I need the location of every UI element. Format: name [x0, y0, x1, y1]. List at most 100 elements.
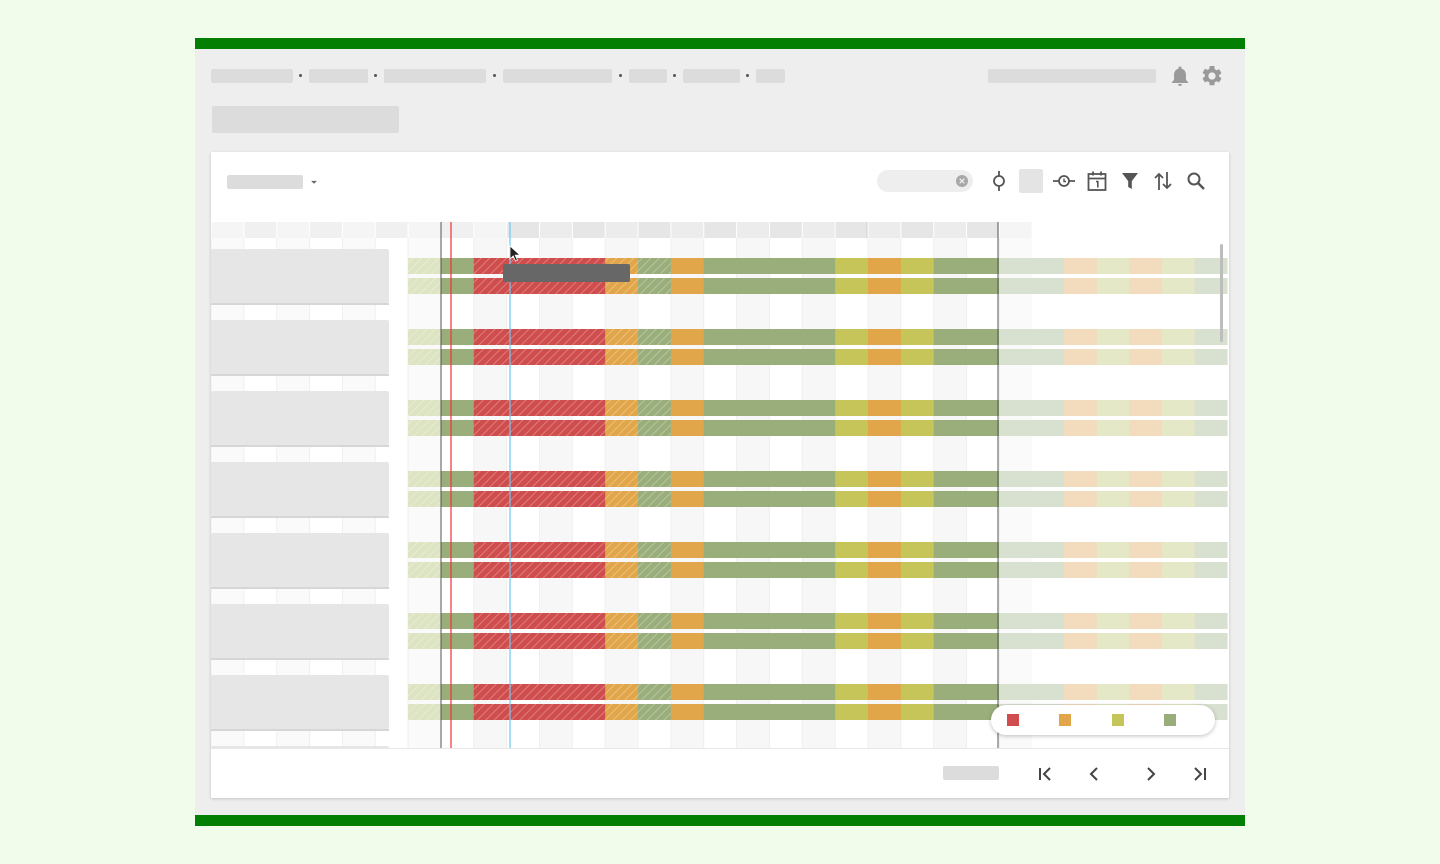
sort-icon[interactable]	[1151, 169, 1175, 193]
gantt-bar-future-segment	[1194, 400, 1228, 416]
gantt-bar-segment	[966, 420, 1000, 436]
timeline-header-cell	[408, 222, 441, 238]
timeline-header-cell	[967, 222, 999, 238]
prev-page-icon[interactable]	[1082, 762, 1106, 786]
gantt-bar-segment	[440, 491, 475, 507]
breadcrumb-separator	[619, 74, 622, 77]
timeline-marker-icon[interactable]	[987, 169, 1011, 193]
gantt-bar-segment	[736, 400, 770, 416]
gantt-bar-hatch	[408, 704, 442, 720]
gantt-bar-future-segment	[1064, 633, 1098, 649]
breadcrumb-item[interactable]	[211, 69, 293, 83]
gantt-bar-segment	[802, 562, 836, 578]
gantt-bar-segment	[670, 704, 705, 720]
gantt-bar-hatch	[605, 349, 639, 365]
gantt-bar-segment	[868, 633, 902, 649]
gantt-bar-segment	[670, 278, 705, 294]
gantt-bar-segment	[900, 329, 935, 345]
gantt-bar-segment	[933, 684, 968, 700]
breadcrumb-separator	[493, 74, 496, 77]
gantt-bar-segment	[769, 491, 803, 507]
page-info-placeholder	[943, 766, 999, 780]
gantt-bar-segment	[703, 684, 738, 700]
gantt-bar-segment	[900, 278, 935, 294]
gantt-bar-hatch	[408, 471, 442, 487]
chevron-down-icon	[311, 180, 317, 184]
breadcrumb-item[interactable]	[384, 69, 486, 83]
filter-icon[interactable]	[1118, 169, 1142, 193]
gantt-bar-segment	[835, 633, 869, 649]
gantt-bar-future-segment	[999, 420, 1032, 436]
gantt-bar-segment	[802, 278, 836, 294]
gantt-bar-future-segment	[1031, 278, 1065, 294]
gantt-bar-future-segment	[1194, 278, 1228, 294]
first-page-icon[interactable]	[1033, 762, 1057, 786]
search-icon[interactable]	[1184, 169, 1208, 193]
gantt-bar-future-segment	[1096, 400, 1130, 416]
gantt-bar-hatch	[506, 349, 540, 365]
gantt-bar-segment	[736, 329, 770, 345]
gantt-bar-segment	[736, 349, 770, 365]
breadcrumb-item[interactable]	[309, 69, 368, 83]
calendar-icon[interactable]	[1085, 169, 1109, 193]
gantt-bar-segment	[933, 704, 968, 720]
breadcrumb-item[interactable]	[629, 69, 667, 83]
gantt-bar-segment	[868, 420, 902, 436]
gantt-bar-hatch	[638, 329, 672, 345]
gantt-bar-future-segment	[999, 542, 1032, 558]
bell-icon[interactable]	[1168, 64, 1192, 88]
gantt-bar-hatch	[605, 684, 639, 700]
toolbar-toggle[interactable]	[1019, 169, 1043, 193]
gantt-bar-segment	[900, 471, 935, 487]
row-label-placeholder	[211, 746, 389, 748]
gantt-bar-segment	[835, 420, 869, 436]
gantt-bar-segment	[933, 420, 968, 436]
gantt-bar-future-segment	[1064, 491, 1098, 507]
gantt-bar-future-segment	[1194, 633, 1228, 649]
milestone-icon[interactable]	[1052, 169, 1076, 193]
row-label-shadow	[211, 445, 389, 447]
search-input[interactable]	[877, 170, 973, 192]
gantt-bar-segment	[966, 258, 1000, 274]
view-select[interactable]	[227, 172, 327, 192]
gantt-bar-segment	[440, 400, 475, 416]
breadcrumb-item[interactable]	[503, 69, 612, 83]
gantt-bar-hatch	[539, 704, 573, 720]
header-search-placeholder[interactable]	[988, 69, 1156, 83]
gantt-bar-future-segment	[999, 491, 1032, 507]
gantt-bar-segment	[736, 562, 770, 578]
gantt-bar-hatch	[605, 471, 639, 487]
gantt-bar-segment	[736, 704, 770, 720]
gantt-bar-segment	[440, 329, 475, 345]
gantt-bar-segment	[868, 562, 902, 578]
gantt-bar-segment	[703, 400, 738, 416]
gantt-bar-hatch	[473, 471, 508, 487]
gantt-bar-segment	[868, 258, 902, 274]
gantt-bar-hatch	[638, 420, 672, 436]
breadcrumb-item[interactable]	[683, 69, 740, 83]
gantt-bar-future-segment	[1031, 633, 1065, 649]
gantt-bar-segment	[703, 491, 738, 507]
next-page-icon[interactable]	[1139, 762, 1163, 786]
gantt-bar-future-segment	[1162, 562, 1195, 578]
gantt-bar-segment	[736, 542, 770, 558]
clear-icon[interactable]	[954, 173, 970, 189]
gantt-bar-segment	[736, 471, 770, 487]
page-title-placeholder	[212, 106, 399, 133]
gantt-bar-future-segment	[999, 633, 1032, 649]
gantt-bar-future-segment	[999, 400, 1032, 416]
gantt-bar-segment	[835, 704, 869, 720]
gantt-bar-future-segment	[1096, 329, 1130, 345]
gantt-bar-future-segment	[1064, 349, 1098, 365]
gear-icon[interactable]	[1200, 64, 1224, 88]
gantt-bar-hatch	[473, 258, 508, 274]
gantt-bar-segment	[868, 684, 902, 700]
row-label-shadow	[211, 303, 389, 305]
gantt-bar-future-segment	[1031, 258, 1065, 274]
gantt-bar-segment	[900, 420, 935, 436]
gantt-bar-future-segment	[1096, 471, 1130, 487]
last-page-icon[interactable]	[1188, 762, 1212, 786]
gantt-bar-segment	[966, 491, 1000, 507]
breadcrumb-item[interactable]	[756, 69, 785, 83]
row-label-shadow	[211, 729, 389, 731]
